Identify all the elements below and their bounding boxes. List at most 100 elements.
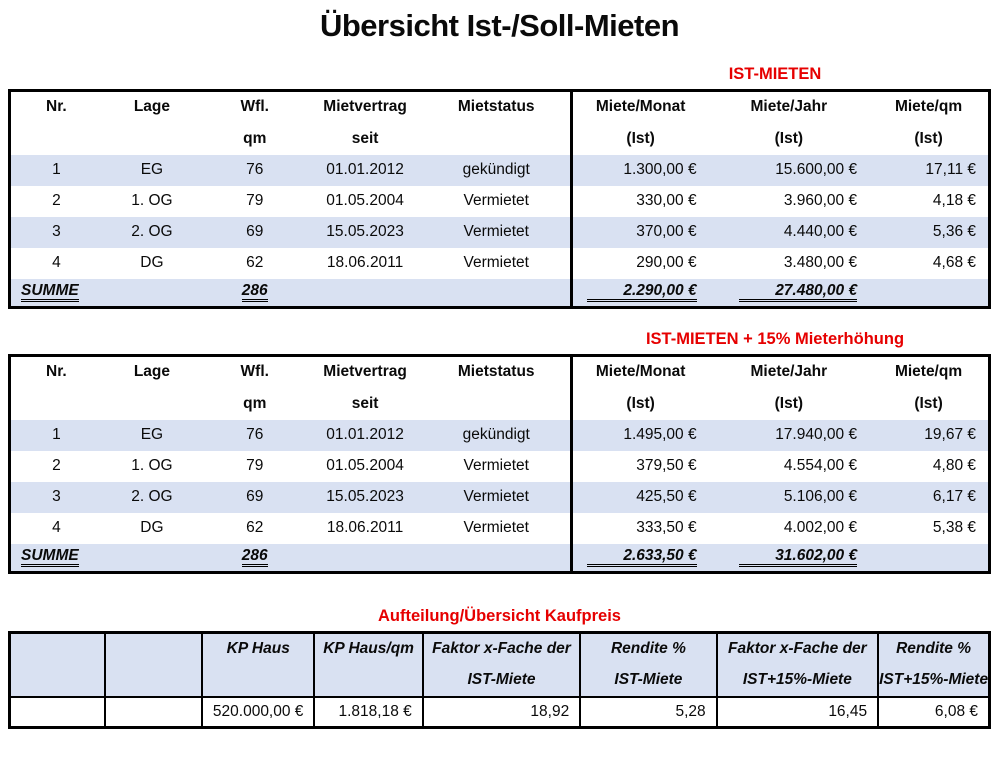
table-row: 2 1. OG 79 01.05.2004 Vermietet 379,50 €… [10, 450, 990, 482]
column-header-lage: Lage [101, 90, 203, 123]
cell: 425,50 € [569, 481, 709, 513]
table-row: 1 EG 76 01.01.2012 gekündigt 1.495,00 € … [9, 419, 990, 451]
column-header-faktor-ist: Faktor x-Fache der [421, 632, 581, 665]
column-header-sub: (Ist) [708, 122, 870, 155]
cell: 379,50 € [569, 450, 709, 482]
cell-rendite-ist15: 6,08 € [877, 695, 990, 728]
page-title: Übersicht Ist-/Soll-Mieten [319, 8, 680, 43]
column-header-kp-haus-qm: KP Haus/qm [313, 632, 423, 665]
column-header-sub [103, 664, 203, 697]
summary-row: SUMME 286 2.290,00 € 27.480,00 € [9, 278, 990, 308]
cell: 19,67 € [869, 419, 990, 451]
column-header-kp-haus: KP Haus [201, 632, 315, 665]
column-header-sub [422, 122, 572, 155]
column-header-miete-qm: Miete/qm [869, 355, 990, 388]
column-header-lage: Lage [101, 355, 203, 388]
cell: gekündigt [422, 154, 572, 186]
column-header-miete-monat: Miete/Monat [569, 90, 709, 123]
cell: 01.01.2012 [307, 419, 423, 451]
cell: 69 [202, 216, 308, 248]
cell: 76 [202, 154, 308, 186]
header-row-line2: qm seit (Ist) (Ist) (Ist) [9, 387, 990, 420]
cell: 15.05.2023 [307, 481, 423, 513]
summary-label: SUMME [9, 543, 102, 573]
column-header-sub: (Ist) [569, 387, 709, 420]
cell: 79 [246, 457, 264, 474]
column-header-mietstatus: Mietstatus [422, 355, 572, 388]
cell: 5,38 € [932, 519, 976, 536]
cell [422, 543, 572, 573]
column-header-sub [201, 664, 315, 697]
column-header-sub [9, 664, 105, 697]
column-header-miete-jahr: Miete/Jahr [708, 90, 870, 123]
column-header-mietstatus: Mietstatus [422, 90, 572, 123]
header-row-line1: Nr. Lage Wfl. Mietvertrag Mietstatus Mie… [9, 90, 990, 123]
cell: 2 [52, 457, 61, 474]
cell [869, 543, 990, 573]
cell: 1.495,00 € [569, 419, 709, 451]
cell: Vermietet [422, 216, 572, 248]
column-header-faktor-ist15: Faktor x-Fache der [715, 632, 879, 665]
column-header-miete-qm: Miete/qm [869, 90, 990, 123]
cell [101, 278, 203, 308]
ist-mieten-plus-15-table: Nr. Lage Wfl. Mietvertrag Mietstatus Mie… [8, 354, 991, 574]
column-header-nr: Nr. [9, 90, 102, 123]
cell: 333,50 € [569, 512, 709, 544]
column-header-empty [103, 632, 203, 665]
cell-faktor-ist15: 16,45 [715, 695, 879, 728]
cell: 370,00 € [569, 216, 709, 248]
cell: 5,36 € [869, 216, 990, 248]
cell: EG [101, 154, 203, 186]
summary-wfl-total: 286 [202, 278, 308, 308]
cell-kp-haus: 520.000,00 € [201, 695, 315, 728]
section-title-ist-mieten: IST-MIETEN [728, 65, 822, 83]
column-header-sub: qm [202, 387, 308, 420]
column-header-wfl: Wfl. [202, 90, 308, 123]
cell: 3.480,00 € [783, 254, 858, 271]
cell: 4.440,00 € [708, 216, 870, 248]
table-row: 1 EG 76 01.01.2012 gekündigt 1.300,00 € … [9, 154, 990, 186]
table-row: 2 1. OG 79 01.05.2004 Vermietet 330,00 €… [10, 185, 990, 217]
table-row: 520.000,00 € 1.818,18 € 18,92 5,28 16,45… [9, 695, 990, 728]
kaufpreis-table: KP Haus KP Haus/qm Faktor x-Fache der Re… [8, 631, 991, 729]
column-header-mietvertrag: Mietvertrag [307, 90, 423, 123]
cell: 1 [9, 419, 102, 451]
cell: 1. OG [131, 457, 173, 474]
summary-row: SUMME 286 2.633,50 € 31.602,00 € [9, 543, 990, 573]
cell: 01.05.2004 [326, 192, 404, 209]
column-header-sub [101, 387, 203, 420]
cell: 01.05.2004 [326, 457, 404, 474]
cell: 330,00 € [569, 185, 709, 217]
cell: 4,80 € [932, 457, 976, 474]
summary-monat-total: 2.290,00 € [569, 278, 709, 308]
column-header-miete-jahr: Miete/Jahr [708, 355, 870, 388]
cell [307, 278, 423, 308]
column-header-rendite-ist: Rendite % [579, 632, 717, 665]
column-header-mietvertrag: Mietvertrag [307, 355, 423, 388]
column-header-sub: IST-Miete [421, 664, 581, 697]
column-header-miete-monat: Miete/Monat [569, 355, 709, 388]
cell: 3 [9, 216, 102, 248]
column-header-rendite-ist15: Rendite % [877, 632, 990, 665]
cell [869, 278, 990, 308]
summary-wfl-total: 286 [202, 543, 308, 573]
cell: 2. OG [101, 481, 203, 513]
cell: 1. OG [131, 192, 173, 209]
cell [101, 543, 203, 573]
column-header-sub [313, 664, 423, 697]
cell: 62 [246, 519, 264, 536]
cell: 4.554,00 € [783, 457, 858, 474]
cell: 62 [246, 254, 264, 271]
cell: 17.940,00 € [708, 419, 870, 451]
page: Übersicht Ist-/Soll-Mieten IST-MIETEN Nr… [0, 8, 999, 729]
column-header-sub: (Ist) [869, 122, 990, 155]
column-header-sub [9, 122, 102, 155]
cell [307, 543, 423, 573]
cell: 15.600,00 € [708, 154, 870, 186]
column-header-sub: IST-Miete [579, 664, 717, 697]
cell: gekündigt [422, 419, 572, 451]
column-header-empty [9, 632, 105, 665]
column-header-sub [101, 122, 203, 155]
cell: 2. OG [101, 216, 203, 248]
column-header-sub: (Ist) [569, 122, 709, 155]
